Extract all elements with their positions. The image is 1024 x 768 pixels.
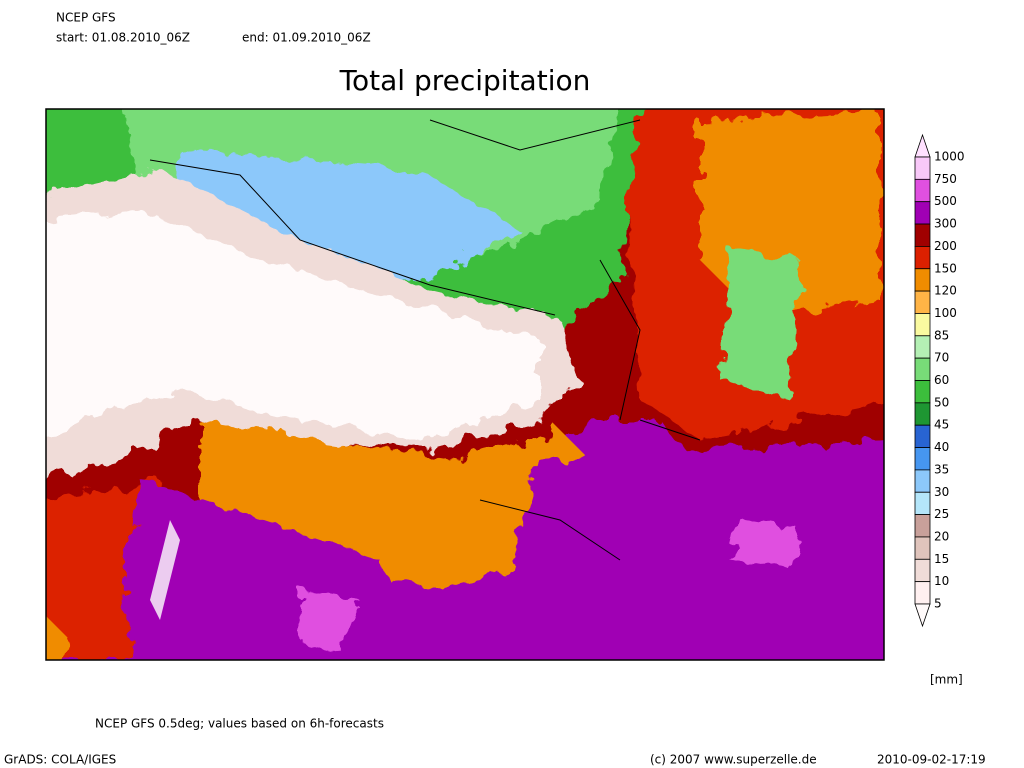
colorbar-block — [914, 290, 931, 314]
colorbar-label: 40 — [934, 440, 949, 454]
map-title: Total precipitation — [339, 64, 591, 97]
colorbar-label: 10 — [934, 574, 949, 588]
colorbar-label: 500 — [934, 194, 957, 208]
colorbar-block — [914, 223, 931, 247]
colorbar-label: 300 — [934, 217, 957, 231]
colorbar-label: 100 — [934, 306, 957, 320]
colorbar-label: 1000 — [934, 150, 965, 164]
colorbar-block — [914, 313, 931, 337]
colorbar-cap — [914, 133, 931, 158]
colorbar-label: 35 — [934, 462, 949, 476]
start-time: start: 01.08.2010_06Z — [56, 31, 190, 45]
colorbar-label: 70 — [934, 351, 949, 365]
software-credit: GrADS: COLA/IGES — [4, 753, 116, 767]
colorbar-block — [914, 201, 931, 225]
footer-note: NCEP GFS 0.5deg; values based on 6h-fore… — [95, 717, 384, 731]
colorbar-block — [914, 380, 931, 404]
colorbar-label: 5 — [934, 597, 942, 611]
timestamp: 2010-09-02-17:19 — [877, 753, 986, 767]
colorbar-label: 30 — [934, 485, 949, 499]
colorbar-block — [914, 581, 931, 605]
colorbar-block — [914, 156, 931, 180]
colorbar-block — [914, 424, 931, 448]
colorbar-label: 200 — [934, 239, 957, 253]
colorbar-block — [914, 335, 931, 359]
colorbar-label: 15 — [934, 552, 949, 566]
colorbar-label: 150 — [934, 261, 957, 275]
colorbar-block — [914, 357, 931, 381]
colorbar-block — [914, 447, 931, 471]
map-frame — [45, 108, 885, 661]
colorbar-label: 120 — [934, 284, 957, 298]
colorbar-label: 85 — [934, 328, 949, 342]
colorbar-block — [914, 558, 931, 583]
model-label: NCEP GFS — [56, 11, 116, 25]
colorbar-block — [914, 268, 931, 292]
precipitation-map — [46, 109, 884, 660]
colorbar-label: 50 — [934, 395, 949, 409]
colorbar-cap — [914, 603, 931, 628]
colorbar-block — [914, 514, 931, 538]
colorbar-block — [914, 178, 931, 203]
colorbar-block — [914, 245, 931, 270]
colorbar-block — [914, 469, 931, 493]
colorbar-block — [914, 491, 931, 516]
colorbar-block — [914, 402, 931, 426]
colorbar-label: 750 — [934, 172, 957, 186]
unit-label: [mm] — [930, 673, 963, 687]
colorbar-label: 20 — [934, 529, 949, 543]
copyright: (c) 2007 www.superzelle.de — [650, 753, 817, 767]
colorbar-label: 25 — [934, 507, 949, 521]
colorbar-block — [914, 536, 931, 560]
end-time: end: 01.09.2010_06Z — [242, 31, 371, 45]
colorbar-label: 45 — [934, 418, 949, 432]
colorbar: 1000 750 500 300 200 150 120 100 85 70 60 50 45 40 35 3… — [914, 133, 965, 628]
colorbar-label: 60 — [934, 373, 949, 387]
